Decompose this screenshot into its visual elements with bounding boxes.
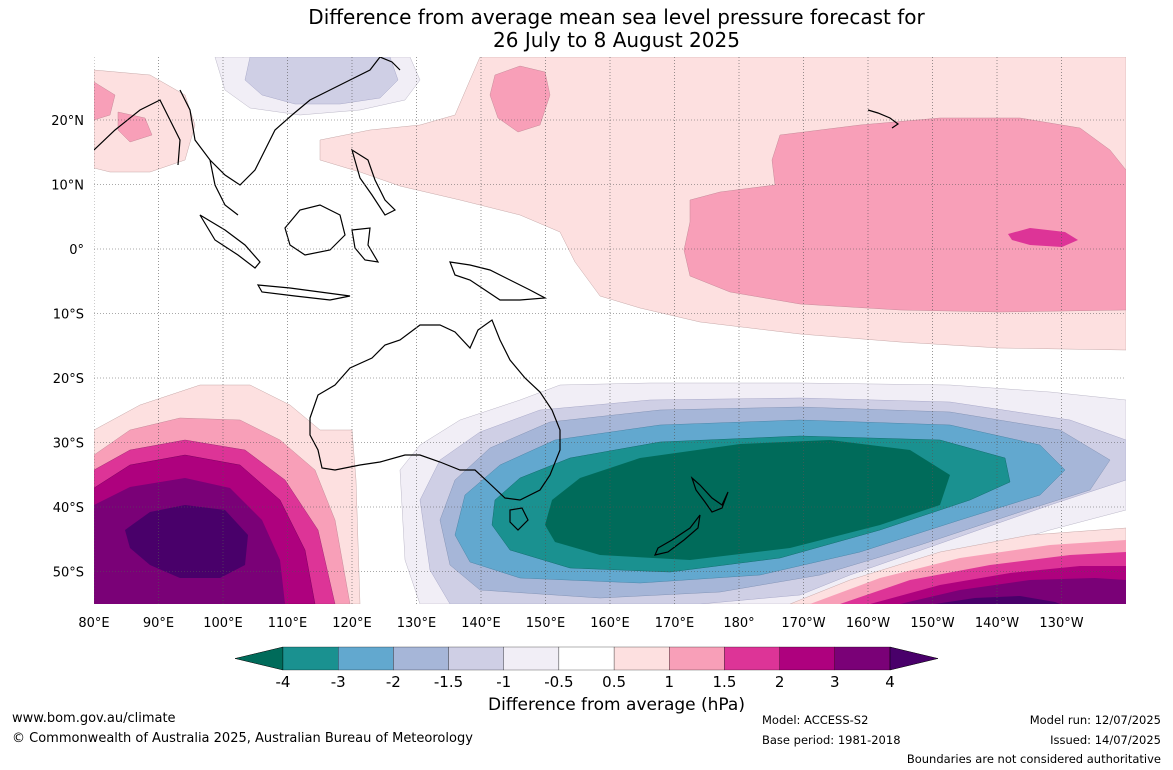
- longitude-tick-label: 170°W: [781, 616, 825, 631]
- coast-sulawesi: [351, 227, 380, 263]
- footer-copyright: © Commonwealth of Australia 2025, Austra…: [12, 731, 473, 746]
- anomaly-positive-4-south-indian: [125, 505, 248, 578]
- colorbar-tick-label: -4: [276, 673, 291, 691]
- map-area: [94, 57, 1126, 604]
- colorbar-segment: [558, 646, 615, 671]
- coast-philippines: [350, 148, 397, 216]
- anomaly-positive-3-south-pacific: [900, 578, 1126, 604]
- latitude-tick-label: 0°: [69, 243, 84, 258]
- coast-new-zealand-north: [690, 476, 729, 513]
- footer-model: Model: ACCESS-S2: [762, 713, 869, 727]
- colorbar-tick-labels: -4 -3 -2 -1.5 -1 -0.5 0.5 1 1.5 2 3 4: [276, 673, 895, 691]
- longitude-tick-label: 130°W: [1039, 616, 1083, 631]
- coast-southeast-asia: [179, 57, 381, 216]
- colorbar-tick-label: 1.5: [713, 673, 737, 691]
- coastlines: [94, 57, 900, 556]
- colorbar-tick-label: -0.5: [544, 673, 573, 691]
- coast-japan: [379, 57, 401, 71]
- latitude-tick-label: 20°N: [51, 114, 84, 129]
- anomaly-positive-4-south-pacific: [935, 596, 1060, 604]
- longitude-tick-label: 150°W: [910, 616, 954, 631]
- longitude-tick-label: 170°E: [655, 616, 695, 631]
- longitude-labels: 80°E 90°E 100°E 110°E 120°E 130°E 140°E 150°E 16…: [78, 616, 1083, 631]
- colorbar-tick-label: 4: [885, 673, 895, 691]
- coast-new-guinea: [449, 261, 548, 301]
- anomaly-negative-4-tasman: [545, 440, 950, 560]
- coast-sumatra: [199, 214, 261, 269]
- longitude-tick-label: 160°E: [590, 616, 630, 631]
- coast-tasmania: [509, 507, 529, 531]
- longitude-tick-label: 140°E: [461, 616, 501, 631]
- footer-url[interactable]: www.bom.gov.au/climate: [12, 711, 176, 726]
- colorbar-tick-label: -1: [496, 673, 511, 691]
- longitude-tick-label: 180°: [723, 616, 754, 631]
- latitude-tick-label: 10°N: [51, 179, 84, 194]
- chart-title-line-2: 26 July to 8 August 2025: [493, 28, 740, 52]
- colorbar-segment: [338, 646, 394, 671]
- longitude-tick-label: 80°E: [78, 616, 109, 631]
- chart-title-line-1: Difference from average mean sea level p…: [308, 5, 925, 29]
- colorbar-segment: [779, 646, 835, 671]
- gridlines: [94, 57, 1126, 604]
- colorbar-arrow-left: [234, 646, 284, 671]
- footer-base-period: Base period: 1981-2018: [762, 733, 901, 747]
- coast-india: [94, 99, 181, 166]
- colorbar-segment: [834, 646, 891, 671]
- latitude-tick-label: 10°S: [53, 308, 84, 323]
- colorbar-tick-label: 2: [775, 673, 785, 691]
- colorbar-tick-label: -2: [386, 673, 401, 691]
- latitude-labels: 20°N 10°N 0° 10°S 20°S 30°S 40°S 50°S: [51, 114, 84, 581]
- footer-model-run: Model run: 12/07/2025: [1029, 713, 1161, 727]
- map-figure: 20°N 10°N 0° 10°S 20°S 30°S 40°S 50°S 80°E 90°E 1…: [51, 57, 1126, 691]
- colorbar-tick-label: 0.5: [602, 673, 626, 691]
- colorbar-segment: [503, 646, 560, 671]
- colorbar-tick-label: 1: [664, 673, 674, 691]
- longitude-tick-label: 140°W: [975, 616, 1019, 631]
- colorbar-arrow-right: [889, 646, 939, 671]
- colorbar-tick-label: 3: [830, 673, 840, 691]
- latitude-tick-label: 30°S: [53, 437, 84, 452]
- anomaly-positive-1-northwest: [489, 65, 551, 133]
- longitude-tick-label: 150°E: [526, 616, 566, 631]
- anomaly-positive-1-pacific: [683, 117, 1126, 313]
- coast-new-zealand-south: [653, 514, 701, 556]
- coast-java: [256, 284, 351, 301]
- longitude-tick-label: 120°E: [332, 616, 372, 631]
- footer-issued: Issued: 14/07/2025: [1050, 733, 1161, 747]
- latitude-tick-label: 20°S: [53, 372, 84, 387]
- colorbar-segment: [282, 646, 339, 671]
- colorbar-segment: [393, 646, 449, 671]
- anomaly-positive-1.5-pacific: [1008, 228, 1078, 247]
- anomaly-negative-1-asia: [244, 57, 399, 105]
- colorbar-segment: [724, 646, 780, 671]
- colorbar-label: Difference from average (hPa): [488, 695, 745, 715]
- colorbar-tick-label: -1.5: [434, 673, 463, 691]
- longitude-tick-label: 160°W: [846, 616, 890, 631]
- longitude-tick-label: 100°E: [203, 616, 243, 631]
- longitude-tick-label: 110°E: [268, 616, 308, 631]
- coast-australia: [309, 319, 561, 501]
- longitude-tick-label: 130°E: [397, 616, 437, 631]
- latitude-tick-label: 40°S: [53, 501, 84, 516]
- colorbar: [234, 646, 939, 671]
- colorbar-segment: [613, 646, 670, 671]
- colorbar-segment: [669, 646, 725, 671]
- footer-disclaimer: Boundaries are not considered authoritat…: [906, 752, 1161, 766]
- colorbar-segment: [448, 646, 504, 671]
- colorbar-tick-label: -3: [331, 673, 346, 691]
- latitude-tick-label: 50°S: [53, 566, 84, 581]
- coast-hawaii: [867, 109, 900, 129]
- longitude-tick-label: 90°E: [143, 616, 174, 631]
- coast-borneo: [284, 204, 346, 256]
